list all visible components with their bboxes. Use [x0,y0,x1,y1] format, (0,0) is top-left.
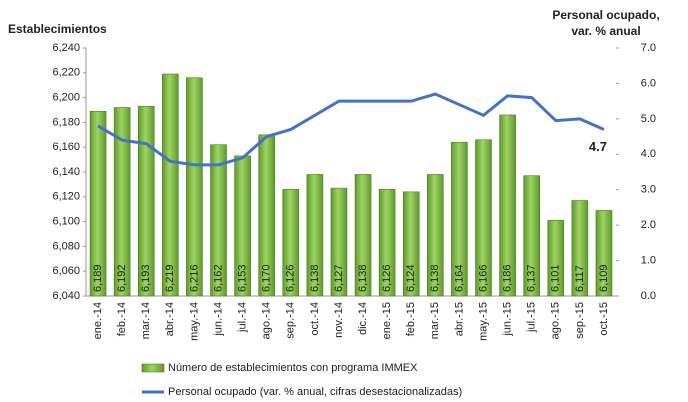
y-tick-label: 6,160 [52,141,80,153]
bar [113,107,131,297]
x-tick-label: ago.-14 [261,302,273,339]
y2-tick-label: 2.0 [641,219,656,231]
bar-value-label: 6,170 [261,264,273,292]
x-tick-label: feb.-15 [405,302,417,336]
x-tick-label: mar.-15 [429,302,441,339]
bar-value-label: 6,153 [236,264,248,292]
bar [354,174,372,297]
y-tick-label: 6,120 [52,191,80,203]
bar-value-label: 6,127 [333,264,345,292]
x-tick-label: jul.-14 [236,302,248,333]
y-tick-label: 6,060 [52,265,80,277]
bar [523,175,540,297]
x-tick-label: may.-15 [477,302,489,341]
bar-value-label: 6,186 [501,264,513,292]
bar-value-label: 6,126 [285,264,297,292]
legend-label: Personal ocupado (var. % anual, cifras d… [168,386,462,398]
x-tick-label: sep.-15 [574,302,586,339]
x-tick-label: may.-14 [188,302,200,341]
x-tick-label: jul.-15 [526,302,538,333]
bar [258,134,275,297]
bar-value-label: 6,137 [526,264,538,292]
line [97,92,605,167]
bar [186,77,203,297]
y2-axis-title: var. % anual [571,24,640,38]
bar-value-label: 6,117 [574,265,586,292]
bar-value-label: 6,109 [598,264,610,292]
y2-tick-label: 3.0 [641,184,656,196]
y-tick-label: 6,080 [52,240,80,252]
x-tick-label: mar.-14 [140,302,152,339]
bar [451,141,468,297]
bar [402,191,420,297]
bar [475,139,492,297]
bar-value-label: 6,124 [405,264,417,292]
x-tick-label: oct.-14 [309,302,321,336]
bar [595,210,613,297]
bar [137,105,155,297]
bar-value-label: 6,164 [453,264,465,292]
bar [306,174,324,297]
bar-value-label: 6,138 [357,264,369,292]
bar-value-label: 6,101 [550,264,562,292]
x-tick-label: abr.-15 [453,302,465,336]
bar [330,187,348,297]
y2-tick-label: 0.0 [641,290,656,302]
x-tick-label: feb.-14 [116,302,128,336]
bar-value-label: 6,192 [116,264,128,292]
y-tick-label: 6,240 [52,42,80,54]
bar-value-label: 6,138 [309,264,321,292]
y2-tick-label: 5.0 [641,113,656,125]
x-tick-label: dic.-14 [357,302,369,335]
bar-value-label: 6,138 [429,264,441,292]
y-tick-label: 6,200 [52,92,80,104]
y-tick-label: 6,100 [52,216,80,228]
bar [499,114,516,297]
y2-tick-label: 6.0 [641,77,656,89]
bar [210,144,227,297]
bar-value-label: 6,193 [140,264,152,292]
x-tick-label: ago.-15 [550,302,562,339]
x-tick-label: nov.-14 [333,302,345,338]
x-tick-label: abr.-14 [164,302,176,336]
bar [427,174,444,297]
bar-value-label: 6,126 [381,264,393,292]
bar [282,189,300,297]
bar-value-label: 6,216 [188,264,200,292]
bar [571,200,589,297]
x-tick-label: jun.-15 [501,302,513,337]
bar-value-label: 6,219 [164,264,176,292]
y-tick-label: 6,180 [52,116,80,128]
y2-axis-title: Personal ocupado, [552,8,659,22]
x-tick-label: ene.-14 [92,302,104,339]
bar [547,220,565,297]
bar-value-label: 6,166 [477,264,489,292]
y2-tick-label: 1.0 [641,254,656,266]
bar-value-label: 6,162 [212,264,224,292]
x-tick-label: oct.-15 [598,302,610,336]
legend-swatch [141,363,165,373]
y-tick-label: 6,040 [52,290,80,302]
y-axis-title: Establecimientos [8,22,107,36]
bar [162,73,179,297]
y2-tick-label: 7.0 [641,42,656,54]
bar [378,189,396,297]
bar-value-label: 6,189 [92,264,104,292]
y-tick-label: 6,220 [52,67,80,79]
x-tick-label: jun.-14 [212,302,224,337]
y-tick-label: 6,140 [52,166,80,178]
x-tick-label: ene.-15 [381,302,393,339]
legend-label: Número de establecimientos con programa … [168,362,418,374]
bar [89,110,107,297]
annotation: 4.7 [589,139,607,154]
y2-tick-label: 4.0 [641,148,656,160]
x-tick-label: sep.-14 [285,302,297,339]
